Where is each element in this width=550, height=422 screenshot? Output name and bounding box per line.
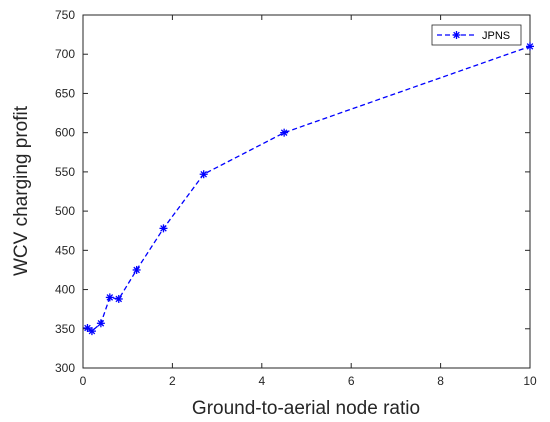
data-point-marker: [280, 128, 289, 137]
legend-label-jpns: JPNS: [482, 30, 510, 42]
y-axis-title: WCV charging profit: [11, 105, 32, 276]
data-point-marker: [83, 323, 92, 332]
y-tick-label: 400: [55, 283, 75, 297]
y-tick-label: 650: [55, 86, 75, 100]
legend-asterisk-icon: [452, 31, 461, 39]
plot-area: [82, 14, 531, 369]
y-tick-label: 600: [55, 126, 75, 140]
y-tick-label: 750: [55, 8, 75, 22]
series-line-jpns: [87, 45, 531, 332]
x-tick-label: 2: [169, 374, 176, 388]
x-tick-label: 0: [80, 374, 87, 388]
data-point-marker: [159, 224, 168, 233]
data-point-marker: [87, 327, 96, 336]
series-markers-jpns: [83, 42, 534, 336]
y-tick-label: 350: [55, 322, 75, 336]
y-tick-label: 450: [55, 243, 75, 257]
axis-tick-labels: 0 2 4 6 8 10 300 350 400 450 500 550 600 650 700 750: [55, 8, 537, 388]
y-tick-label: 500: [55, 204, 75, 218]
data-point-marker: [199, 170, 208, 179]
data-point-marker: [96, 319, 105, 328]
axis-ticks: [82, 14, 531, 369]
x-tick-label: 8: [437, 374, 444, 388]
legend-marker-icon: [452, 31, 461, 39]
x-tick-label: 6: [348, 374, 355, 388]
data-point-marker: [132, 265, 141, 274]
x-tick-label: 4: [258, 374, 265, 388]
legend-box: [431, 24, 522, 46]
data-point-marker: [114, 294, 123, 303]
y-tick-label: 550: [55, 165, 75, 179]
legend: JPNS: [431, 24, 522, 46]
y-tick-label: 300: [55, 361, 75, 375]
x-axis-title: Ground-to-aerial node ratio: [192, 398, 420, 419]
y-tick-label: 700: [55, 47, 75, 61]
x-tick-label: 10: [523, 374, 537, 388]
data-point-marker: [526, 42, 534, 51]
data-point-marker: [105, 293, 114, 302]
